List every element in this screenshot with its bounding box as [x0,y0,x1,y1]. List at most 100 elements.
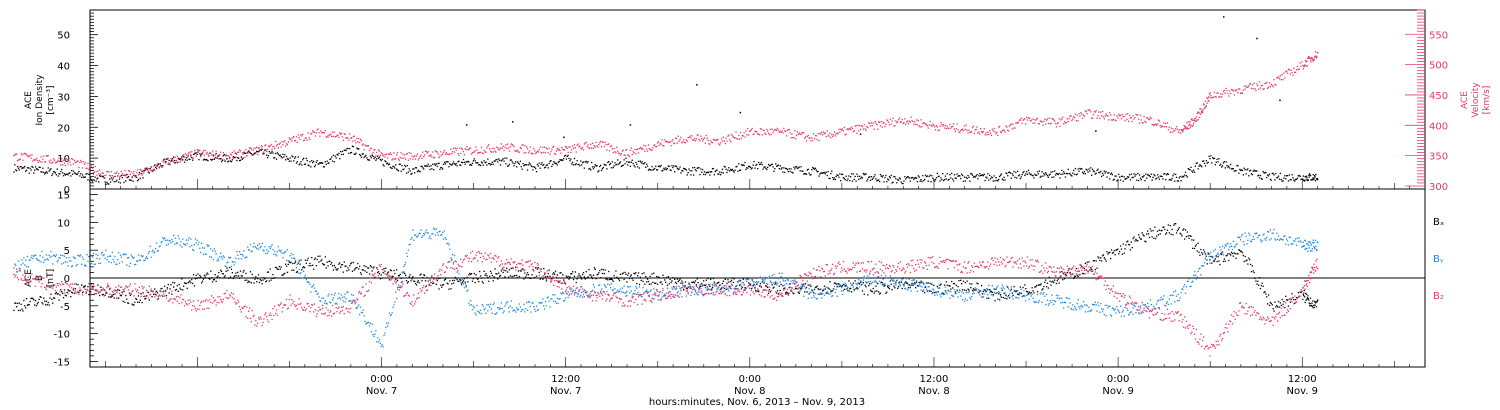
velocity-series-point [1208,93,1211,95]
velocity-series-point [1082,114,1085,116]
density-series-point [909,180,911,182]
velocity-series-point [103,174,105,177]
velocity-series-point [217,155,219,157]
velocity-series-point [558,148,560,150]
density-series-point [650,169,652,171]
density-series-point [280,156,282,158]
velocity-series-point [971,130,973,133]
by-series-point [136,260,138,262]
velocity-series-point [1097,115,1099,117]
density-series-point [145,168,147,170]
velocity-series-point [963,125,966,127]
density-series-point [1254,170,1256,172]
bx-series-point [90,283,93,285]
bx-series-point [1076,274,1078,277]
by-series-point [309,283,311,285]
velocity-series-point [489,148,491,150]
bx-series-point [68,290,70,292]
density-series-point [110,177,113,179]
density-series-point [1059,177,1061,179]
bx-series-point [572,278,575,281]
bx-series-point [1151,236,1153,238]
velocity-series-point [159,164,161,166]
density-series-point [271,150,273,153]
velocity-series-point [1130,117,1132,119]
density-series-point [820,172,822,174]
bx-series-point [965,289,967,292]
bx-series-point [350,263,352,265]
bx-series-point [198,277,200,279]
top-left-axis-label-line: ACE [24,91,34,109]
bx-series-point [551,278,553,280]
bx-series-point [271,277,273,279]
bx-series-point [978,292,980,294]
density-series-point [370,157,372,159]
density-series-point [316,159,318,162]
velocity-series-point [1222,90,1225,93]
by-series-point [253,242,255,244]
bx-series-point [1170,233,1172,235]
velocity-series-point [1300,65,1302,67]
bx-series-point [669,278,671,281]
density-series-point [109,181,112,183]
density-series-point [72,170,75,172]
bx-series-point [245,272,247,275]
by-series-point [145,257,147,259]
bx-series-point [1215,255,1217,257]
velocity-series-point [225,155,227,157]
density-series-point [111,179,113,181]
density-series-point [993,175,995,177]
density-series-point [828,177,830,180]
by-series-point [62,254,64,257]
density-series-point [685,169,687,171]
density-series-point [1057,173,1059,176]
velocity-series-point [999,125,1001,127]
bx-series-point [449,280,451,282]
bx-series-point [350,262,353,264]
density-series-point [985,176,987,178]
bx-series-point [376,267,378,269]
density-outlier-point [1279,99,1281,101]
density-series-point [426,165,428,167]
bx-series-point [405,280,408,282]
velocity-series-point [927,127,929,129]
bx-series-point [1179,232,1181,234]
bx-series-point [591,277,594,280]
density-series-point [921,180,923,183]
bx-series-point [1165,232,1168,234]
by-series-point [66,261,68,263]
velocity-series-point [266,148,269,150]
bx-series-point [1212,260,1215,262]
bx-series-point [78,291,80,294]
bx-series-point [1203,251,1206,253]
density-series-point [1261,178,1263,180]
velocity-series-point [1137,114,1139,116]
bx-series-point [91,286,94,288]
density-series-point [808,172,810,174]
density-series-point [943,178,946,181]
bx-series-point [696,278,698,280]
density-series-point [236,159,238,162]
velocity-series-point [814,135,817,137]
density-series-point [1141,176,1143,178]
bx-series-point [169,288,171,290]
velocity-series-point [326,135,328,137]
bx-series-point [1184,229,1187,231]
bx-series-point [1013,286,1015,288]
bx-series-point [1264,291,1266,293]
velocity-series-point [1088,109,1090,111]
velocity-series-point [533,147,535,150]
density-series-point [1306,179,1309,181]
velocity-series-point [540,151,542,153]
density-series-point [1103,170,1105,172]
velocity-series-point [1066,118,1068,120]
velocity-series-point [665,140,668,142]
bx-series-point [148,299,150,301]
by-series-point [232,261,234,263]
bx-series-point [243,269,245,272]
bx-series-point [961,283,963,285]
bx-series-point [256,281,258,283]
bx-series-point [315,265,317,267]
density-series-point [1129,179,1132,181]
bx-series-point [440,284,442,286]
